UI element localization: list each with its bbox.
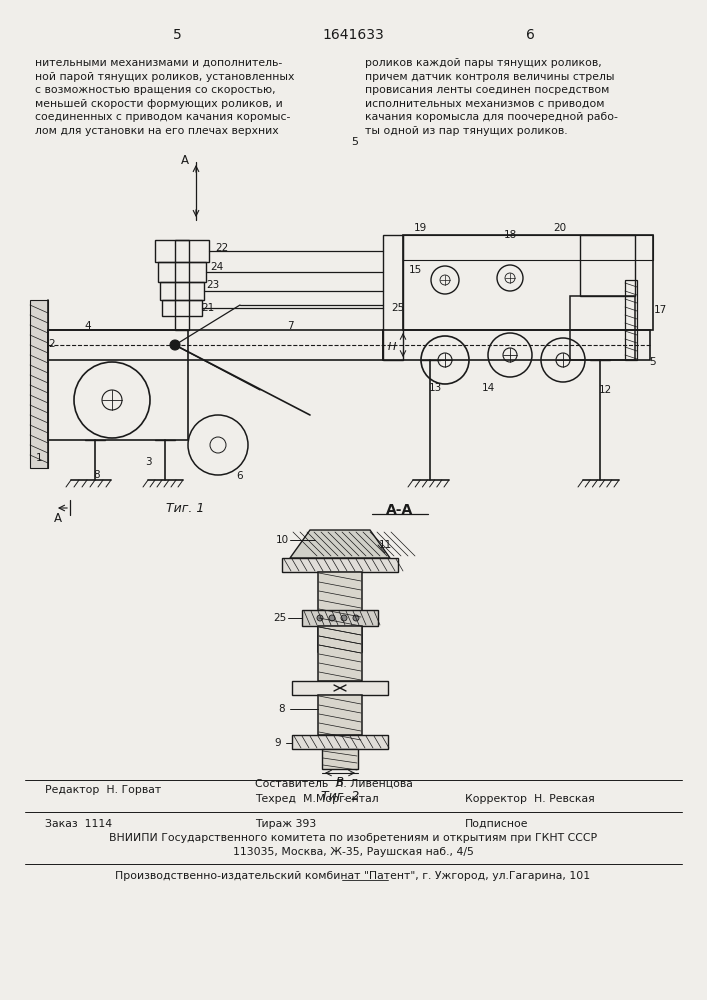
Text: 5: 5	[650, 357, 656, 367]
Text: 21: 21	[201, 303, 215, 313]
Text: 19: 19	[414, 223, 426, 233]
Bar	[162, 300, 202, 316]
Text: 24: 24	[211, 262, 223, 272]
Circle shape	[341, 615, 347, 621]
Text: Н: Н	[388, 342, 396, 352]
Text: 10: 10	[276, 535, 288, 545]
Text: 17: 17	[653, 305, 667, 315]
Text: роликов каждой пары тянущих роликов,
причем датчик контроля величины стрелы
пров: роликов каждой пары тянущих роликов, при…	[365, 58, 618, 136]
Bar	[318, 572, 362, 652]
Circle shape	[317, 615, 323, 621]
Bar	[322, 749, 358, 769]
Text: 6: 6	[525, 28, 534, 42]
Text: нительными механизмами и дополнитель-
ной парой тянущих роликов, установленных
с: нительными механизмами и дополнитель- но…	[35, 58, 294, 136]
Text: Подписное: Подписное	[465, 819, 529, 829]
Text: 11: 11	[378, 540, 392, 550]
Bar	[158, 262, 206, 282]
Text: Редактор  Н. Горват: Редактор Н. Горват	[45, 785, 161, 795]
Bar	[318, 626, 362, 681]
Text: 113035, Москва, Ж-35, Раушская наб., 4/5: 113035, Москва, Ж-35, Раушская наб., 4/5	[233, 847, 474, 857]
Text: 15: 15	[409, 265, 421, 275]
Text: 25: 25	[274, 613, 286, 623]
Bar	[48, 330, 188, 440]
Bar	[30, 300, 48, 468]
Text: 18: 18	[503, 230, 517, 240]
Bar	[403, 235, 653, 330]
Text: 12: 12	[598, 385, 612, 395]
Bar	[383, 330, 650, 360]
Bar	[155, 240, 209, 262]
Text: 6: 6	[237, 471, 243, 481]
Bar	[302, 610, 378, 626]
Text: Тираж 393: Тираж 393	[255, 819, 316, 829]
Bar	[48, 330, 383, 360]
Text: 14: 14	[481, 383, 495, 393]
Bar	[160, 282, 204, 300]
Bar	[625, 280, 637, 360]
Bar	[292, 735, 388, 749]
Text: 7: 7	[286, 321, 293, 331]
Text: 9: 9	[275, 738, 281, 748]
Text: 22: 22	[216, 243, 228, 253]
Text: A: A	[181, 153, 189, 166]
Bar	[383, 235, 403, 360]
Text: 8: 8	[279, 704, 286, 714]
Text: Заказ  1114: Заказ 1114	[45, 819, 112, 829]
Text: 5: 5	[173, 28, 182, 42]
Text: 1641633: 1641633	[322, 28, 384, 42]
Text: 2: 2	[49, 339, 55, 349]
Polygon shape	[290, 530, 390, 558]
Text: B: B	[336, 776, 344, 790]
Circle shape	[353, 615, 359, 621]
Text: Производственно-издательский комбинат "Патент", г. Ужгород, ул.Гагарина, 101: Производственно-издательский комбинат "П…	[115, 871, 590, 881]
Text: 25: 25	[392, 303, 404, 313]
Text: Корректор  Н. Ревская: Корректор Н. Ревская	[465, 794, 595, 804]
Bar	[318, 695, 362, 735]
Bar	[292, 681, 388, 695]
Text: 8: 8	[94, 470, 100, 480]
Text: Τиг. 2: Τиг. 2	[321, 790, 359, 804]
Circle shape	[329, 615, 335, 621]
Text: Τиг. 1: Τиг. 1	[166, 502, 204, 514]
Text: 23: 23	[206, 280, 220, 290]
Bar	[570, 296, 635, 360]
Text: Техред  М.Моргентал: Техред М.Моргентал	[255, 794, 379, 804]
Text: A: A	[54, 512, 62, 524]
Text: 1: 1	[35, 453, 42, 463]
Circle shape	[170, 340, 180, 350]
Bar	[175, 240, 189, 330]
Text: 4: 4	[85, 321, 91, 331]
Text: 20: 20	[554, 223, 566, 233]
Text: 13: 13	[428, 383, 442, 393]
Bar	[282, 558, 398, 572]
Text: 3: 3	[145, 457, 151, 467]
Text: A-A: A-A	[386, 503, 414, 517]
Bar	[580, 235, 635, 296]
Text: ВНИИПИ Государственного комитета по изобретениям и открытиям при ГКНТ СССР: ВНИИПИ Государственного комитета по изоб…	[109, 833, 597, 843]
Bar	[403, 235, 653, 260]
Text: Составитель  Л. Ливенцова: Составитель Л. Ливенцова	[255, 779, 413, 789]
Text: 5: 5	[351, 137, 358, 147]
